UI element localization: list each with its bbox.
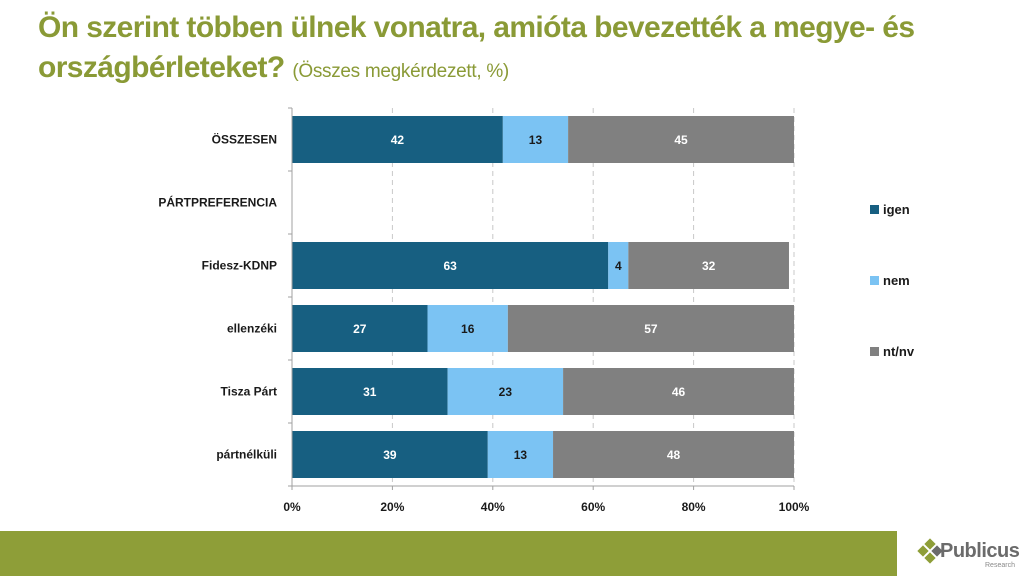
bar-segment-igen xyxy=(292,305,428,352)
legend-swatch xyxy=(870,276,879,285)
data-label: 16 xyxy=(461,322,475,336)
x-tick-label: 60% xyxy=(581,500,605,514)
bar-segment-nem xyxy=(427,305,508,352)
data-label: 13 xyxy=(514,448,528,462)
bar-segment-nem xyxy=(502,116,569,163)
title-main: Ön szerint többen ülnek vonatra, amióta … xyxy=(38,11,915,84)
bar-segment-nem xyxy=(447,368,564,415)
x-tick-label: 20% xyxy=(380,500,404,514)
data-label: 42 xyxy=(391,133,405,147)
bar-segment-nem xyxy=(608,242,629,289)
bar-segment-igen xyxy=(292,368,448,415)
data-label: 27 xyxy=(353,322,367,336)
data-label: 45 xyxy=(674,133,688,147)
data-label: 46 xyxy=(672,385,686,399)
data-label: 13 xyxy=(529,133,543,147)
category-label: Tisza Párt xyxy=(221,385,277,399)
data-label: 39 xyxy=(383,448,397,462)
data-label: 23 xyxy=(499,385,513,399)
category-label: pártnélküli xyxy=(216,448,277,462)
bar-segment-ntnv xyxy=(628,242,789,289)
legend-label: nt/nv xyxy=(883,344,915,359)
bar-segment-ntnv xyxy=(563,368,794,415)
category-label: Fidesz-KDNP xyxy=(202,259,277,273)
x-tick-label: 40% xyxy=(481,500,505,514)
category-label: ÖSSZESEN xyxy=(212,132,277,147)
bar-segment-ntnv xyxy=(553,431,794,478)
data-label: 32 xyxy=(702,259,716,273)
category-label: PÁRTPREFERENCIA xyxy=(158,195,277,210)
logo-text: Publicus xyxy=(940,540,1020,562)
data-label: 4 xyxy=(615,259,622,273)
data-label: 48 xyxy=(667,448,681,462)
legend-swatch xyxy=(870,205,879,214)
data-label: 57 xyxy=(644,322,658,336)
footer-bar xyxy=(0,531,897,576)
legend-label: igen xyxy=(883,202,910,217)
data-label: 63 xyxy=(443,259,457,273)
title-subtitle: (Összes megkérdezett, %) xyxy=(292,61,509,82)
logo-tagline: Research xyxy=(985,562,1015,569)
data-label: 31 xyxy=(363,385,377,399)
publicus-logo-icon xyxy=(917,538,943,564)
bar-segment-igen xyxy=(292,116,503,163)
bar-segment-igen xyxy=(292,431,488,478)
x-tick-label: 100% xyxy=(779,500,810,514)
bar-segment-nem xyxy=(487,431,554,478)
legend-swatch xyxy=(870,347,879,356)
bar-segment-ntnv xyxy=(568,116,794,163)
x-tick-label: 0% xyxy=(283,500,301,514)
category-label: ellenzéki xyxy=(227,322,277,336)
bar-segment-igen xyxy=(292,242,609,289)
legend-label: nem xyxy=(883,273,910,288)
bar-segment-ntnv xyxy=(507,305,794,352)
page-title: Ön szerint többen ülnek vonatra, amióta … xyxy=(38,8,998,92)
x-tick-label: 80% xyxy=(682,500,706,514)
